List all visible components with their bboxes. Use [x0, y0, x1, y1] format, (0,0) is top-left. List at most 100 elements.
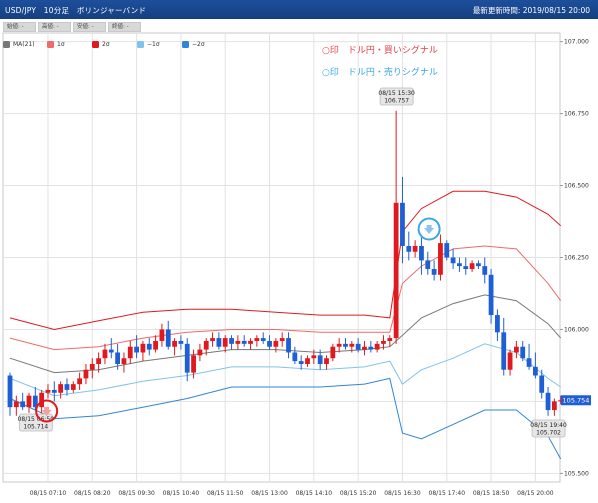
candle-body: [13, 401, 19, 408]
candle-body: [229, 338, 234, 344]
candle-body: [488, 274, 494, 316]
candle-body: [121, 358, 127, 364]
band-plus2: [9, 190, 562, 331]
candle-body: [7, 375, 13, 408]
candle-body: [349, 343, 355, 347]
legend-label-minus1: −1σ: [147, 41, 160, 48]
candle-body: [381, 340, 386, 344]
y-tick-label: 106.000: [564, 326, 589, 333]
candle-body: [39, 392, 45, 408]
candle-body: [178, 340, 184, 344]
candle-body: [216, 338, 222, 347]
candle-body: [222, 338, 228, 347]
high-value: 高値: -: [38, 22, 71, 32]
legend-label-plus2: 2σ: [102, 41, 110, 48]
candle-body: [235, 340, 241, 344]
candle-body: [298, 361, 304, 364]
candle-body: [273, 340, 279, 347]
candle-body: [526, 358, 532, 367]
candle-body: [108, 349, 114, 353]
chart-header: USD/JPY 10分足 ボリンジャーバンド 最新更新時間: 2019/08/1…: [0, 0, 598, 19]
x-tick-label: 08/15 08:20: [74, 490, 111, 497]
close-value: 終値: -: [108, 22, 141, 32]
candle-body: [469, 263, 475, 270]
candle-body: [425, 260, 431, 270]
candle-body: [248, 340, 253, 344]
candle-body: [241, 340, 247, 344]
candle-body: [532, 366, 538, 376]
candle-body: [393, 202, 399, 339]
x-tick-label: 08/15 18:50: [473, 490, 510, 497]
candle-body: [70, 384, 76, 390]
x-tick-label: 08/15 11:50: [207, 490, 244, 497]
candle-body: [362, 346, 367, 350]
candle-body: [64, 384, 70, 390]
legend-swatch-minus2: [182, 41, 189, 48]
callout-time: 08/15 06:50: [18, 416, 55, 423]
down-arrow-icon: [424, 225, 435, 234]
candle-body: [374, 343, 380, 350]
candle-body: [450, 257, 456, 264]
legend-item-ma21[interactable]: MA(21): [3, 41, 35, 48]
candle-body: [419, 245, 424, 261]
candle-body: [431, 269, 437, 275]
candle-body: [102, 349, 108, 359]
candle-body: [83, 369, 89, 379]
legend-swatch-minus1: [137, 41, 144, 48]
candle-body: [495, 315, 500, 333]
candle-body: [545, 392, 551, 411]
x-tick-label: 08/15 10:40: [163, 490, 200, 497]
x-tick-label: 08/15 07:10: [30, 490, 67, 497]
legend-item-plus2[interactable]: 2σ: [92, 41, 110, 48]
candle-body: [115, 352, 121, 364]
candle-body: [463, 266, 469, 270]
band-minus2: [9, 377, 562, 460]
candle-body: [184, 343, 190, 373]
candle-body: [172, 340, 177, 347]
candle-body: [514, 346, 519, 353]
x-tick-label: 08/15 20:00: [517, 490, 554, 497]
last-price-value: 105.754: [563, 397, 590, 405]
legend-item-minus2[interactable]: −2σ: [182, 41, 205, 48]
candle-body: [159, 329, 165, 341]
low-value: 安値: -: [73, 22, 106, 32]
sell-signal-marker: [417, 217, 441, 241]
candle-body: [482, 266, 488, 275]
callout-time: 08/15 15:30: [378, 90, 415, 97]
y-tick-label: 106.250: [564, 255, 589, 262]
candle-body: [286, 338, 291, 353]
last-updated: 最新更新時間: 2019/08/15 20:00: [472, 6, 590, 15]
callout-price: 105.702: [536, 430, 561, 437]
candle-body: [476, 263, 481, 267]
candle-body: [355, 343, 361, 350]
candle-body: [153, 340, 158, 350]
open-value: 始値: -: [3, 22, 36, 32]
legend-label-plus1: 1σ: [57, 41, 65, 48]
candle-body: [551, 401, 557, 411]
legend-item-plus1[interactable]: 1σ: [47, 41, 65, 48]
price-callout: [531, 419, 566, 438]
candle-body: [140, 343, 146, 353]
candle-body: [279, 338, 285, 341]
legend-item-minus1[interactable]: −1σ: [137, 41, 160, 48]
x-tick-label: 08/15 16:30: [384, 490, 421, 497]
candle-body: [368, 346, 374, 350]
candle-body: [191, 355, 196, 373]
legend-swatch-plus1: [47, 41, 54, 48]
candle-body: [292, 352, 298, 362]
candle-body: [20, 401, 26, 408]
candle-body: [400, 202, 405, 246]
x-tick-label: 08/15 09:30: [118, 490, 155, 497]
candle-body: [507, 352, 513, 370]
price-callout: [379, 87, 414, 106]
callout-time: 08/15 19:40: [530, 422, 567, 429]
candle-body: [127, 346, 133, 359]
candle-body: [501, 332, 507, 370]
candle-body: [558, 400, 564, 402]
candle-body: [343, 343, 348, 347]
candle-body: [412, 245, 418, 252]
legend-label-ma21: MA(21): [13, 41, 35, 48]
band-plus1: [9, 245, 562, 351]
candle-body: [520, 346, 526, 359]
y-tick-label: 105.500: [564, 470, 589, 477]
